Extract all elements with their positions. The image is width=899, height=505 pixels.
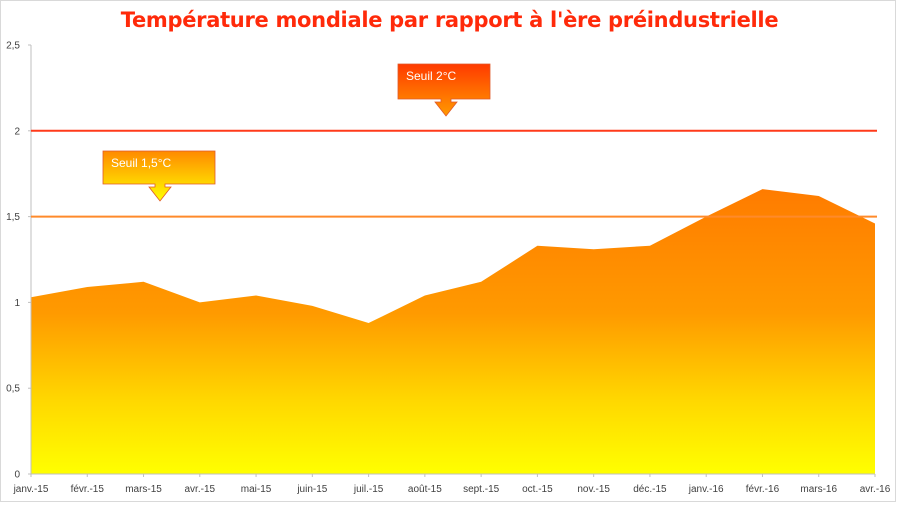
x-tick-label: janv.-16 <box>688 484 724 495</box>
callout-label: Seuil 2°C <box>406 69 456 83</box>
x-tick-label: mai-15 <box>241 484 272 495</box>
y-tick-label: 1 <box>14 298 20 309</box>
x-tick-label: mars-16 <box>800 484 837 495</box>
x-tick-label: mars-15 <box>125 484 162 495</box>
x-tick-label: nov.-15 <box>577 484 610 495</box>
y-tick-label: 0,5 <box>6 384 20 395</box>
axes: 0 0,5 1 1,5 2 2,5 janv.-15 févr.-15 mars-15 avr.-… <box>6 41 891 496</box>
x-tick-label: avr.-15 <box>185 484 216 495</box>
x-tick-label: juin-15 <box>296 484 327 495</box>
threshold-callout: Seuil 1,5°C <box>102 150 216 202</box>
y-tick-label: 1,5 <box>6 212 20 223</box>
callout-label: Seuil 1,5°C <box>111 156 171 170</box>
x-tick-label: avr.-16 <box>860 484 891 495</box>
threshold-lines <box>31 129 877 218</box>
x-tick-label: déc.-15 <box>633 484 667 495</box>
x-tick-label: août-15 <box>408 484 442 495</box>
threshold-callouts: Seuil 2°C Seuil 1,5°C <box>102 63 491 202</box>
x-tick-label: févr.-16 <box>746 484 780 495</box>
x-tick-label: sept.-15 <box>463 484 500 495</box>
y-tick-label: 2 <box>14 126 20 137</box>
x-tick-label: oct.-15 <box>522 484 553 495</box>
y-tick-label: 2,5 <box>6 41 20 52</box>
x-tick-label: févr.-15 <box>71 484 105 495</box>
x-tick-label: juil.-15 <box>353 484 384 495</box>
temperature-area <box>31 189 875 475</box>
y-tick-label: 0 <box>14 470 20 481</box>
area-series <box>31 189 875 475</box>
threshold-callout: Seuil 2°C <box>397 63 491 117</box>
x-tick-label: janv.-15 <box>13 484 49 495</box>
chart-title: Température mondiale par rapport à l'ère… <box>120 8 779 32</box>
